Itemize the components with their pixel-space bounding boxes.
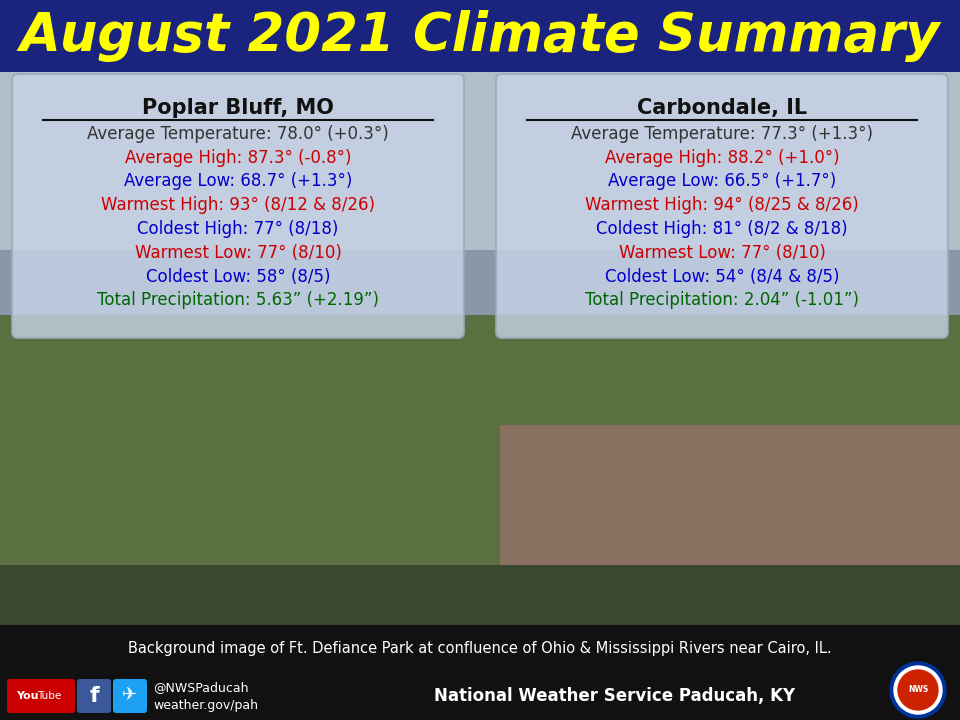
FancyBboxPatch shape: [500, 425, 960, 625]
Text: Tube: Tube: [36, 691, 61, 701]
FancyBboxPatch shape: [113, 679, 147, 713]
Text: Average Low: 68.7° (+1.3°): Average Low: 68.7° (+1.3°): [124, 173, 352, 191]
Text: Average Temperature: 78.0° (+0.3°): Average Temperature: 78.0° (+0.3°): [87, 125, 389, 143]
Text: NWS: NWS: [908, 685, 928, 695]
FancyBboxPatch shape: [496, 74, 948, 338]
Circle shape: [894, 666, 942, 714]
Text: Coldest Low: 54° (8/4 & 8/5): Coldest Low: 54° (8/4 & 8/5): [605, 268, 839, 286]
Text: Coldest Low: 58° (8/5): Coldest Low: 58° (8/5): [146, 268, 330, 286]
Text: weather.gov/pah: weather.gov/pah: [153, 700, 258, 713]
Text: Warmest High: 94° (8/25 & 8/26): Warmest High: 94° (8/25 & 8/26): [586, 197, 859, 215]
Text: Warmest Low: 77° (8/10): Warmest Low: 77° (8/10): [618, 244, 826, 262]
Text: Total Precipitation: 2.04” (-1.01”): Total Precipitation: 2.04” (-1.01”): [585, 292, 859, 310]
Text: Background image of Ft. Defiance Park at confluence of Ohio & Mississippi Rivers: Background image of Ft. Defiance Park at…: [129, 641, 831, 655]
Text: You: You: [15, 691, 38, 701]
FancyBboxPatch shape: [0, 625, 960, 720]
Text: ✈: ✈: [123, 687, 137, 705]
Circle shape: [898, 670, 938, 710]
Circle shape: [890, 662, 946, 718]
Text: Coldest High: 81° (8/2 & 8/18): Coldest High: 81° (8/2 & 8/18): [596, 220, 848, 238]
Text: Warmest High: 93° (8/12 & 8/26): Warmest High: 93° (8/12 & 8/26): [101, 197, 375, 215]
Text: Average Low: 66.5° (+1.7°): Average Low: 66.5° (+1.7°): [608, 173, 836, 191]
FancyBboxPatch shape: [0, 565, 960, 625]
Text: f: f: [89, 686, 99, 706]
Text: Average High: 87.3° (-0.8°): Average High: 87.3° (-0.8°): [125, 149, 351, 167]
FancyBboxPatch shape: [0, 0, 960, 72]
FancyBboxPatch shape: [77, 679, 111, 713]
FancyBboxPatch shape: [0, 250, 960, 370]
FancyBboxPatch shape: [12, 74, 464, 338]
Text: @NWSPaducah: @NWSPaducah: [153, 682, 249, 695]
Text: Average High: 88.2° (+1.0°): Average High: 88.2° (+1.0°): [605, 149, 839, 167]
FancyBboxPatch shape: [0, 0, 960, 370]
Text: Average Temperature: 77.3° (+1.3°): Average Temperature: 77.3° (+1.3°): [571, 125, 873, 143]
Text: National Weather Service Paducah, KY: National Weather Service Paducah, KY: [435, 687, 796, 705]
Text: Poplar Bluff, MO: Poplar Bluff, MO: [142, 98, 334, 118]
Text: August 2021 Climate Summary: August 2021 Climate Summary: [20, 10, 940, 62]
Text: Coldest High: 77° (8/18): Coldest High: 77° (8/18): [137, 220, 339, 238]
FancyBboxPatch shape: [7, 679, 75, 713]
Text: Total Precipitation: 5.63” (+2.19”): Total Precipitation: 5.63” (+2.19”): [97, 292, 379, 310]
Text: Carbondale, IL: Carbondale, IL: [636, 98, 807, 118]
Text: Warmest Low: 77° (8/10): Warmest Low: 77° (8/10): [134, 244, 342, 262]
FancyBboxPatch shape: [0, 315, 960, 625]
